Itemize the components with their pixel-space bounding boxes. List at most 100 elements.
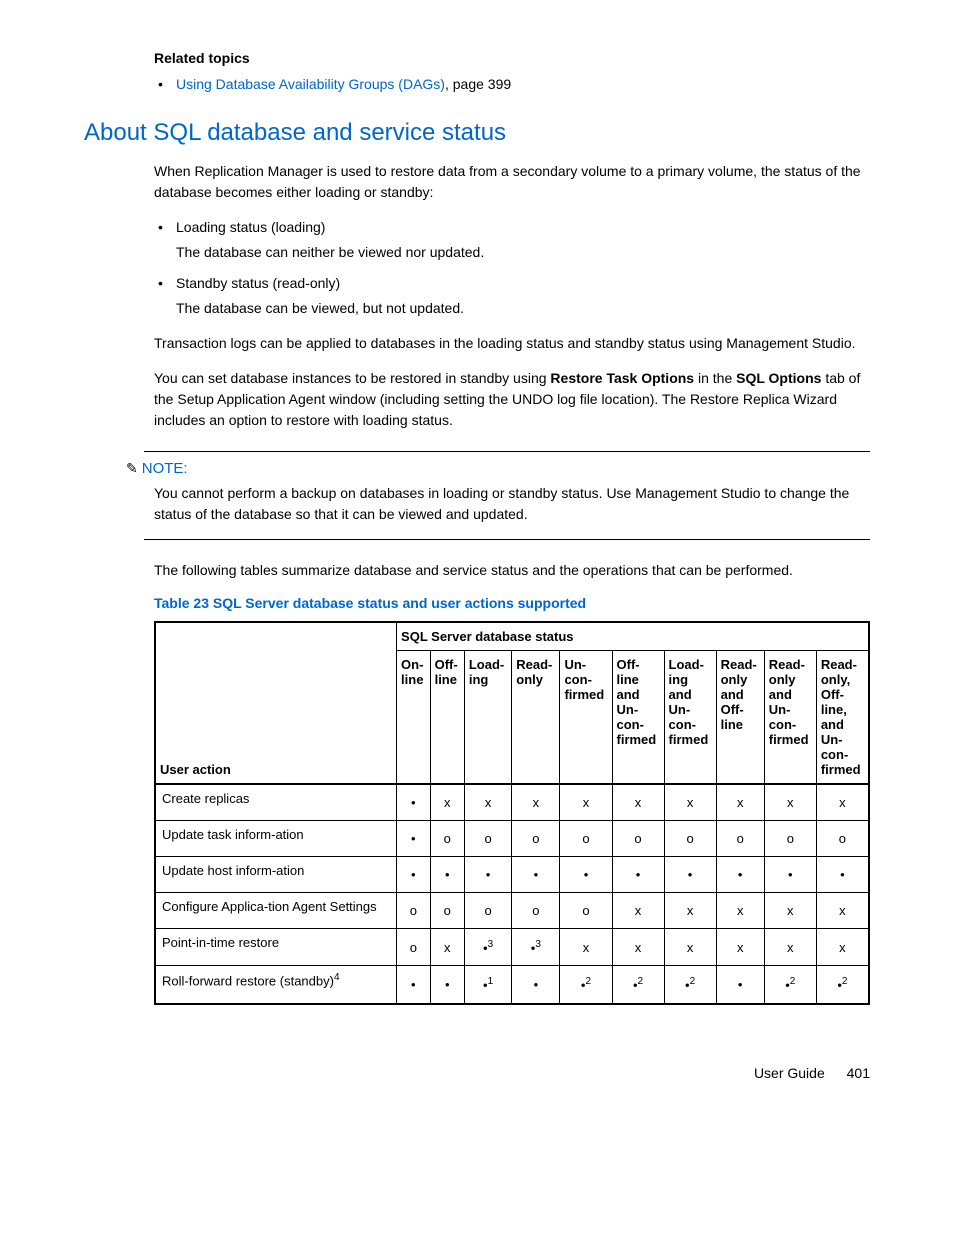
table-cell: o (397, 893, 431, 929)
status-standby-item: Standby status (read-only) The database … (154, 273, 870, 319)
column-header: Off-line (430, 651, 464, 785)
table-cell: •1 (464, 966, 511, 1004)
footer-title: User Guide (754, 1065, 825, 1081)
table-cell: • (397, 784, 431, 821)
table-cell: o (560, 821, 612, 857)
table-cell: •2 (664, 966, 716, 1004)
table-cell: x (612, 784, 664, 821)
table-row: Roll-forward restore (standby)4•••1••2•2… (155, 966, 869, 1004)
table-cell: • (397, 821, 431, 857)
table-cell: x (764, 929, 816, 966)
column-header: Un-con-firmed (560, 651, 612, 785)
column-header: Read-onlyandOff-line (716, 651, 764, 785)
table-cell: x (560, 784, 612, 821)
table-row: Create replicas•xxxxxxxxx (155, 784, 869, 821)
table-cell: x (464, 784, 511, 821)
table-cell: o (816, 821, 869, 857)
table-cell: • (430, 966, 464, 1004)
table-cell: • (397, 966, 431, 1004)
status-table: User action SQL Server database status O… (154, 621, 870, 1005)
column-header: Read-onlyandUn-con-firmed (764, 651, 816, 785)
table-cell: x (430, 929, 464, 966)
table-cell: •2 (816, 966, 869, 1004)
table-caption: Table 23 SQL Server database status and … (154, 595, 870, 611)
table-cell: o (464, 821, 511, 857)
related-topic-item: Using Database Availability Groups (DAGs… (154, 74, 870, 95)
table-cell: o (464, 893, 511, 929)
table-cell: x (664, 929, 716, 966)
related-topics-heading: Related topics (154, 50, 870, 66)
row-label: Update host inform-ation (155, 857, 397, 893)
row-label: Update task inform-ation (155, 821, 397, 857)
table-row: Point-in-time restoreox•3•3xxxxxx (155, 929, 869, 966)
table-cell: •2 (612, 966, 664, 1004)
table-cell: • (560, 857, 612, 893)
table-cell: x (716, 893, 764, 929)
note-text: You cannot perform a backup on databases… (154, 483, 870, 525)
row-label: Point-in-time restore (155, 929, 397, 966)
note-block: ✎ NOTE: You cannot perform a backup on d… (144, 451, 870, 540)
table-cell: x (560, 929, 612, 966)
section-heading: About SQL database and service status (84, 119, 870, 147)
table-cell: o (560, 893, 612, 929)
page-footer: User Guide 401 (84, 1065, 870, 1081)
intro-paragraph: When Replication Manager is used to rest… (154, 161, 870, 203)
column-header: Read-only (512, 651, 560, 785)
footer-page: 401 (847, 1065, 870, 1081)
table-cell: x (816, 929, 869, 966)
table-cell: x (664, 893, 716, 929)
table-cell: •2 (560, 966, 612, 1004)
column-header: On-line (397, 651, 431, 785)
table-cell: x (664, 784, 716, 821)
table-cell: • (430, 857, 464, 893)
row-label: Configure Applica-tion Agent Settings (155, 893, 397, 929)
table-cell: x (816, 784, 869, 821)
table-cell: o (397, 929, 431, 966)
note-icon: ✎ (126, 460, 138, 477)
table-cell: •2 (764, 966, 816, 1004)
table-cell: x (430, 784, 464, 821)
column-header: Read-only,Off-line,andUn-con-firmed (816, 651, 869, 785)
table-cell: • (764, 857, 816, 893)
table-cell: • (816, 857, 869, 893)
table-cell: o (764, 821, 816, 857)
column-header: Load-ingandUn-con-firmed (664, 651, 716, 785)
tables-intro: The following tables summarize database … (154, 560, 870, 581)
restore-paragraph: You can set database instances to be res… (154, 368, 870, 431)
related-topic-pageref: , page 399 (445, 76, 511, 92)
column-header: Load-ing (464, 651, 511, 785)
table-cell: x (612, 893, 664, 929)
related-topic-link[interactable]: Using Database Availability Groups (DAGs… (176, 76, 445, 92)
group-header: SQL Server database status (397, 622, 869, 651)
table-cell: o (430, 893, 464, 929)
table-cell: o (664, 821, 716, 857)
table-cell: • (512, 857, 560, 893)
row-label: Roll-forward restore (standby)4 (155, 966, 397, 1004)
table-cell: x (764, 893, 816, 929)
status-loading-desc: The database can neither be viewed nor u… (176, 242, 870, 263)
table-cell: x (716, 929, 764, 966)
table-cell: o (430, 821, 464, 857)
table-cell: •3 (464, 929, 511, 966)
column-header: Off-lineandUn-con-firmed (612, 651, 664, 785)
table-cell: • (612, 857, 664, 893)
status-loading-item: Loading status (loading) The database ca… (154, 217, 870, 263)
table-cell: x (716, 784, 764, 821)
table-cell: • (716, 857, 764, 893)
table-cell: o (512, 893, 560, 929)
user-action-header: User action (155, 622, 397, 784)
table-cell: • (512, 966, 560, 1004)
table-cell: • (716, 966, 764, 1004)
table-cell: o (716, 821, 764, 857)
table-cell: • (664, 857, 716, 893)
table-row: Update task inform-ation•ooooooooo (155, 821, 869, 857)
table-cell: o (512, 821, 560, 857)
table-cell: o (612, 821, 664, 857)
table-row: Update host inform-ation•••••••••• (155, 857, 869, 893)
txlog-paragraph: Transaction logs can be applied to datab… (154, 333, 870, 354)
table-cell: • (397, 857, 431, 893)
table-row: Configure Applica-tion Agent Settingsooo… (155, 893, 869, 929)
table-cell: x (816, 893, 869, 929)
table-cell: • (464, 857, 511, 893)
status-standby-title: Standby status (read-only) (176, 275, 340, 291)
